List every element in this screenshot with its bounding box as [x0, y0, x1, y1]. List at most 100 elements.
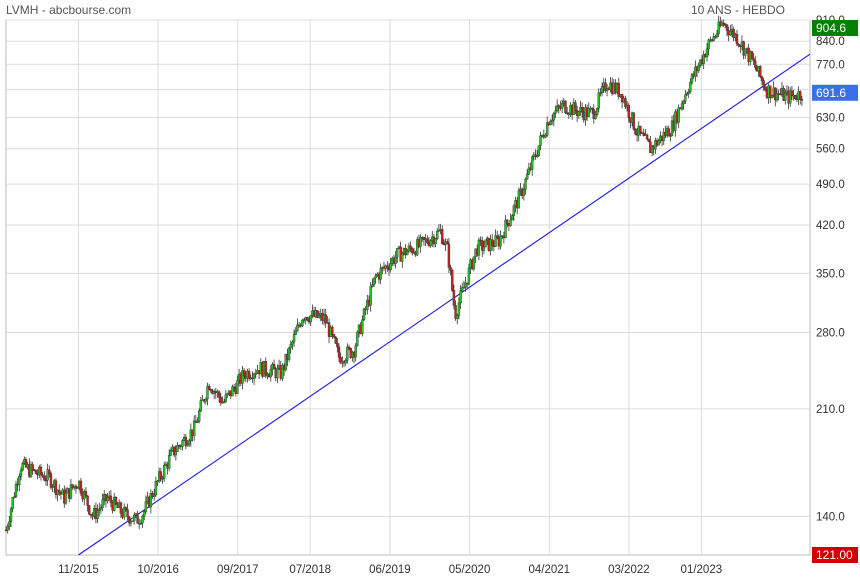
candle-body [461, 287, 464, 291]
candle-body [760, 76, 764, 81]
price-badge [812, 547, 858, 563]
candle-body [69, 484, 73, 499]
candle-body [634, 129, 637, 135]
candle-body [374, 275, 377, 279]
candle-body [464, 282, 467, 288]
candle-body [181, 440, 184, 447]
x-tick-label: 03/2022 [608, 564, 650, 576]
candle-body [39, 466, 43, 476]
candle-body [371, 284, 374, 287]
candle-body [197, 410, 201, 422]
candle-body [206, 385, 209, 400]
candle-body [161, 477, 164, 480]
candle-body [4, 529, 8, 532]
candle-body [162, 465, 166, 479]
candle-body [339, 357, 342, 364]
candle-body [84, 491, 88, 497]
candle-body [13, 496, 16, 498]
candle-body [789, 90, 792, 104]
trendline [78, 53, 811, 556]
price-badge-label: 691.6 [816, 86, 846, 100]
candle-body [437, 230, 441, 232]
candle-body [331, 326, 334, 335]
candle-body [242, 370, 246, 377]
candle-body [481, 240, 484, 251]
candle-body [754, 60, 757, 68]
candle-body [722, 22, 725, 25]
price-badge [812, 20, 858, 36]
candle-body [627, 104, 630, 118]
candle-body [207, 385, 211, 390]
candle-body [281, 365, 284, 379]
plot-frame [5, 19, 811, 556]
y-tick-label: 280.0 [816, 328, 845, 340]
candle-body [287, 347, 291, 360]
candle-body [554, 110, 557, 114]
candle-body [594, 114, 597, 120]
candle-body [550, 119, 554, 122]
candle-body [222, 401, 226, 403]
candle-body [317, 315, 321, 318]
candle-body [379, 268, 382, 280]
y-tick-label: 490.0 [816, 179, 845, 191]
candle-body [632, 112, 635, 130]
candle-body [467, 267, 471, 285]
candle-body [324, 314, 327, 324]
candle-body [729, 31, 732, 36]
candle-body [169, 450, 173, 456]
candle-body [401, 253, 404, 262]
candle-body [18, 475, 21, 486]
candle-body [689, 82, 692, 93]
candle-body [499, 236, 502, 247]
candle-body [604, 82, 607, 92]
candle-body [64, 492, 68, 504]
candle-body [530, 156, 534, 170]
candle-body [775, 93, 779, 101]
candle-body [750, 51, 754, 59]
candle-body [54, 480, 58, 495]
candle-body [744, 48, 747, 56]
candle-body [232, 386, 236, 389]
x-tick-label: 04/2021 [528, 564, 570, 576]
candle-body [669, 135, 672, 137]
candle-body [715, 33, 719, 37]
x-tick-label: 06/2019 [369, 564, 411, 576]
y-tick-label: 140.0 [816, 511, 845, 523]
candle-body [196, 421, 199, 423]
candle-body [316, 310, 319, 318]
candle-body [712, 36, 715, 41]
candle-body [527, 167, 531, 175]
candle-body [124, 507, 128, 510]
candle-body [79, 480, 83, 494]
candle-body [254, 373, 257, 375]
candle-body [452, 290, 456, 306]
candle-body [592, 109, 595, 120]
candle-body [545, 122, 549, 136]
candle-body [226, 393, 229, 396]
candle-body [346, 346, 349, 361]
candle-body [302, 319, 306, 322]
candle-body [389, 263, 392, 271]
candle-body [587, 108, 590, 117]
y-tick-label: 840.0 [816, 36, 845, 48]
candle-body [136, 513, 139, 524]
y-tick-label: 420.0 [816, 220, 845, 232]
candle-body [8, 521, 11, 527]
candle-body [347, 346, 351, 349]
candle-body [361, 319, 364, 334]
candle-body [128, 516, 131, 524]
candle-body [337, 346, 341, 358]
candle-body [139, 522, 143, 525]
candle-body [742, 41, 745, 56]
candle-body [289, 344, 292, 349]
candle-body [702, 54, 705, 64]
candle-body [34, 469, 38, 475]
candle-body [647, 138, 650, 143]
x-tick-label: 10/2016 [137, 564, 179, 576]
candle-body [657, 140, 660, 146]
candle-body [354, 345, 357, 358]
candle-body [564, 100, 567, 113]
candle-body [667, 128, 670, 137]
candle-body [241, 370, 244, 384]
